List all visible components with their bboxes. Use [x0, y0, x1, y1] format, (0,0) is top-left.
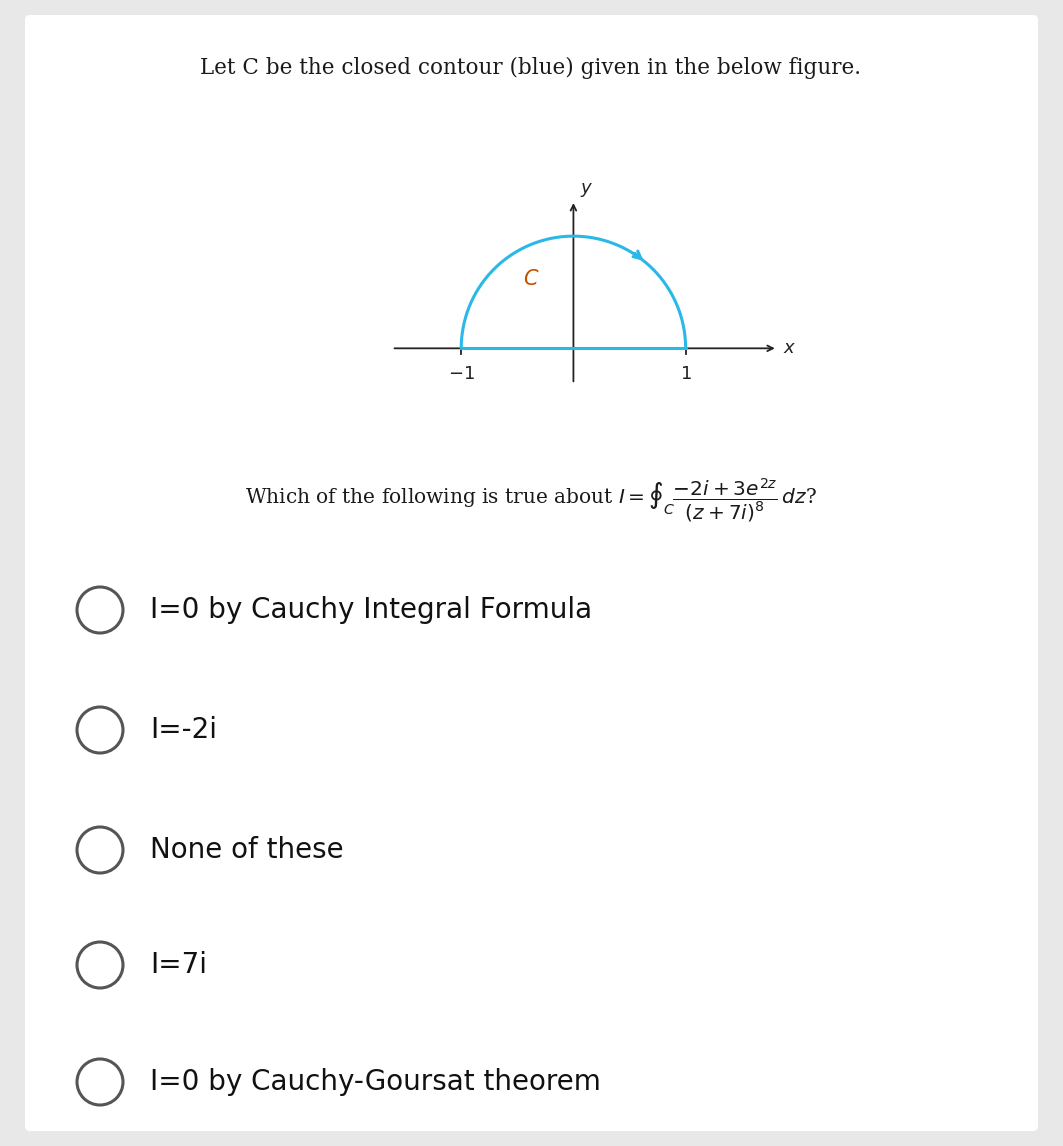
FancyBboxPatch shape	[26, 15, 1037, 1131]
Text: None of these: None of these	[150, 835, 343, 864]
Text: $C$: $C$	[523, 269, 539, 289]
Text: y: y	[580, 179, 591, 197]
Text: I=7i: I=7i	[150, 951, 207, 979]
Text: $-1$: $-1$	[448, 366, 475, 383]
Text: I=0 by Cauchy Integral Formula: I=0 by Cauchy Integral Formula	[150, 596, 592, 625]
Text: I=0 by Cauchy-Goursat theorem: I=0 by Cauchy-Goursat theorem	[150, 1068, 601, 1096]
Text: $1$: $1$	[679, 366, 692, 383]
Text: Let C be the closed contour (blue) given in the below figure.: Let C be the closed contour (blue) given…	[201, 57, 861, 79]
Text: Which of the following is true about $I = \oint_C \dfrac{-2i+3e^{2z}}{(z+7i)^8}\: Which of the following is true about $I …	[246, 476, 816, 524]
Text: x: x	[783, 339, 794, 358]
Text: I=-2i: I=-2i	[150, 716, 217, 744]
